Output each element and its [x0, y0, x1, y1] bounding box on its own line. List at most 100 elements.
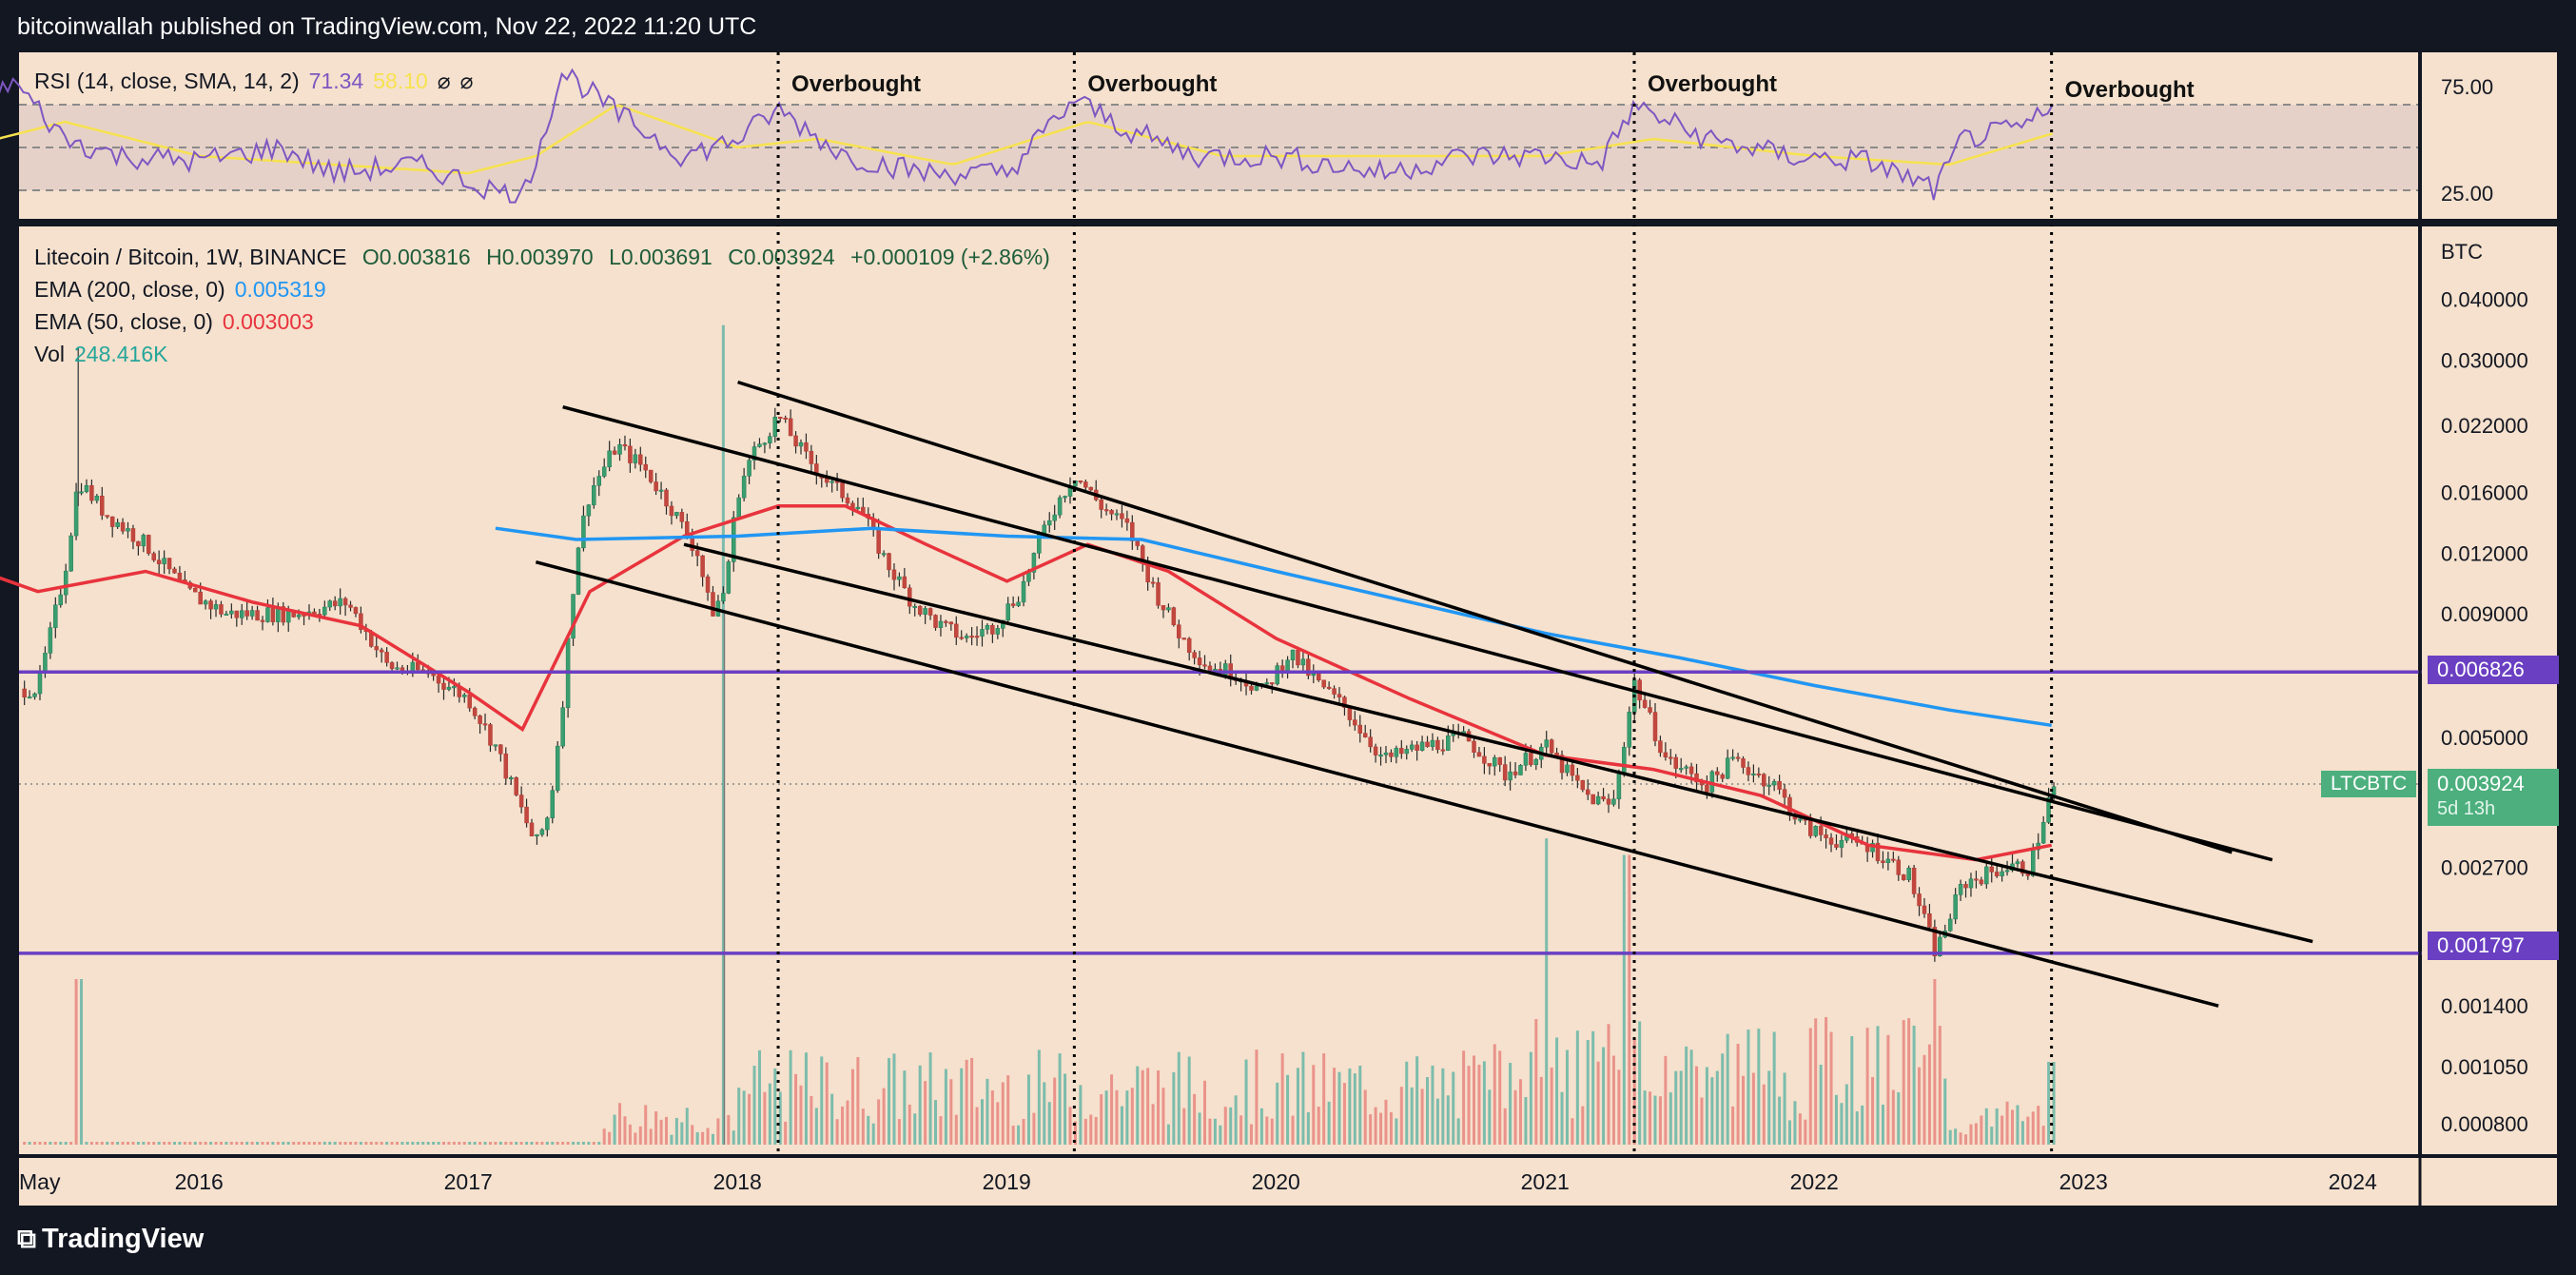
- volume-bar: [763, 1091, 767, 1145]
- candle-body: [736, 497, 741, 519]
- candle-body: [359, 613, 363, 631]
- candle-body: [488, 724, 493, 746]
- candle-body: [679, 512, 685, 522]
- volume-bar: [276, 1142, 280, 1145]
- volume-bar: [240, 1142, 244, 1145]
- volume-bar: [1565, 1049, 1569, 1145]
- candle-body: [633, 454, 638, 463]
- volume-bar: [1379, 1112, 1383, 1145]
- volume-bar: [975, 1107, 979, 1145]
- channel-line: [562, 405, 2274, 862]
- volume-bar: [1125, 1090, 1129, 1145]
- volume-bar: [1518, 1079, 1522, 1145]
- candle-body: [726, 561, 732, 594]
- volume-bar: [369, 1142, 373, 1145]
- volume-bar: [773, 1068, 777, 1145]
- volume-bar: [1477, 1065, 1481, 1145]
- tradingview-logo[interactable]: ⧉ TradingView: [17, 1224, 204, 1255]
- volume-bar: [587, 1142, 591, 1145]
- candle-body: [897, 576, 902, 580]
- candle-body: [658, 489, 664, 492]
- volume-bar: [1337, 1071, 1341, 1145]
- candle-body: [1777, 780, 1782, 790]
- candle-body: [964, 636, 969, 638]
- candle-body: [1554, 753, 1559, 755]
- candle-body: [146, 535, 151, 554]
- candle-body: [2040, 822, 2046, 844]
- volume-bar: [986, 1078, 989, 1145]
- volume-bar: [1374, 1107, 1377, 1145]
- candle-body: [84, 485, 89, 493]
- volume-bar: [965, 1059, 968, 1145]
- candle-body: [1917, 893, 1922, 907]
- candle-body: [1399, 748, 1404, 755]
- candle-body: [1688, 766, 1694, 775]
- rsi-name: RSI (14, close, SMA, 14, 2): [34, 69, 300, 93]
- candle-body: [654, 481, 658, 492]
- volume-bar: [127, 1142, 130, 1145]
- candle-body: [126, 528, 130, 532]
- ema50-legend: EMA (50, close, 0) 0.003003: [34, 309, 323, 335]
- candle-body: [1782, 789, 1787, 798]
- eye-off-icon[interactable]: ⌀: [437, 69, 451, 93]
- candle-body: [1124, 518, 1130, 523]
- candle-body: [327, 600, 333, 608]
- candle-body: [498, 744, 503, 755]
- volume-bar: [2020, 1121, 2024, 1145]
- candle-body: [1684, 766, 1688, 769]
- candle-body: [1658, 740, 1663, 754]
- candle-body: [379, 649, 384, 653]
- volume-bar: [494, 1142, 498, 1145]
- candle-body: [1476, 752, 1482, 757]
- candle-body: [840, 481, 845, 499]
- price-axis[interactable]: [2422, 226, 2557, 1154]
- volume-bar: [1498, 1050, 1502, 1145]
- volume-bar: [1384, 1099, 1388, 1145]
- candle-body: [1932, 927, 1938, 957]
- volume-bar: [907, 1104, 911, 1145]
- time-axis[interactable]: [19, 1158, 2557, 1206]
- candle-body: [560, 707, 565, 747]
- volume-bar: [1912, 1025, 1916, 1145]
- candle-body: [995, 628, 1001, 635]
- volume-bar: [1146, 1068, 1150, 1145]
- candle-body: [933, 615, 938, 628]
- volume-bar: [2000, 1115, 2004, 1145]
- candle-body: [1678, 768, 1684, 771]
- volume-bar: [282, 1142, 285, 1145]
- volume-bar: [307, 1142, 311, 1145]
- candle-body: [1968, 878, 1974, 889]
- volume-bar: [23, 1142, 27, 1145]
- volume-bar: [2047, 1062, 2051, 1145]
- candle-body: [1673, 756, 1679, 769]
- volume-bar: [1410, 1087, 1414, 1145]
- candle-body: [1306, 658, 1311, 677]
- volume-bar: [674, 1117, 678, 1145]
- candle-body: [1378, 755, 1383, 757]
- volume-bar: [1369, 1114, 1373, 1145]
- volume-bar: [1089, 1114, 1093, 1145]
- candle-body: [296, 614, 302, 618]
- ohlc-close: C0.003924: [728, 245, 835, 269]
- volume-bar: [701, 1131, 705, 1145]
- volume-bar: [996, 1102, 1000, 1145]
- candle-body: [1404, 749, 1410, 755]
- candle-body: [1891, 858, 1896, 861]
- overbought-label: Overbought: [791, 71, 921, 97]
- candle-body: [332, 600, 338, 607]
- price-tick-label: 0.002700: [2441, 856, 2528, 880]
- volume-bar: [447, 1142, 451, 1145]
- volume-bar: [1509, 1063, 1512, 1145]
- candle-body: [43, 653, 48, 673]
- volume-bar: [1270, 1118, 1274, 1145]
- price-panel[interactable]: [19, 226, 2418, 1154]
- candle-body: [700, 555, 705, 578]
- candle-body: [1953, 894, 1958, 920]
- volume-bar: [1104, 1090, 1108, 1145]
- eye-off-icon[interactable]: ⌀: [459, 69, 474, 93]
- candle-body: [944, 620, 948, 623]
- candle-body: [628, 445, 633, 463]
- rsi-axis[interactable]: [2422, 52, 2557, 219]
- volume-bar: [1834, 1094, 1838, 1145]
